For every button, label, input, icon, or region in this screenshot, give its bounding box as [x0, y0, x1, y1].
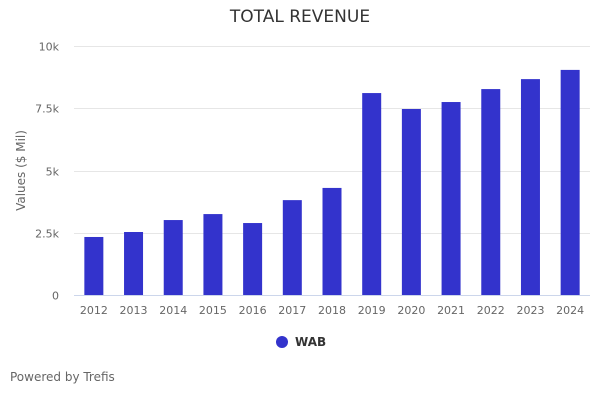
x-tick-label: 2018	[318, 304, 346, 317]
bar-2018[interactable]	[322, 187, 342, 295]
y-axis-ticks: 0 2.5k 5k 7.5k 10k	[35, 41, 59, 303]
bar-2023[interactable]	[520, 79, 540, 295]
legend[interactable]: WAB	[276, 335, 326, 349]
legend-marker-icon	[276, 336, 288, 348]
y-tick-label: 10k	[39, 41, 60, 54]
chart-title: TOTAL REVENUE	[229, 7, 371, 27]
y-tick-label: 2.5k	[35, 228, 59, 241]
bars	[84, 69, 580, 296]
bar-2021[interactable]	[441, 102, 461, 296]
bar-2012[interactable]	[84, 236, 104, 295]
x-tick-label: 2014	[159, 304, 187, 317]
y-tick-label: 0	[52, 290, 59, 303]
bar-2020[interactable]	[401, 108, 421, 295]
x-tick-label: 2012	[80, 304, 108, 317]
bar-2014[interactable]	[163, 220, 183, 295]
y-tick-label: 5k	[46, 166, 60, 179]
bar-2015[interactable]	[203, 214, 223, 295]
x-tick-label: 2015	[199, 304, 227, 317]
powered-by-credit: Powered by Trefis	[10, 370, 115, 384]
x-tick-label: 2022	[477, 304, 505, 317]
bar-2019[interactable]	[362, 93, 382, 295]
y-axis-label: Values ($ Mil)	[14, 130, 28, 211]
x-tick-label: 2021	[437, 304, 465, 317]
y-tick-label: 7.5k	[35, 103, 59, 116]
bar-2017[interactable]	[282, 200, 302, 295]
x-tick-label: 2020	[397, 304, 425, 317]
bar-2013[interactable]	[124, 232, 144, 295]
bar-2022[interactable]	[481, 89, 501, 296]
x-tick-label: 2013	[120, 304, 148, 317]
x-tick-label: 2017	[278, 304, 306, 317]
x-tick-label: 2023	[516, 304, 544, 317]
bar-2024[interactable]	[560, 69, 580, 296]
legend-label: WAB	[295, 335, 327, 349]
x-axis-ticks: 2012 2013 2014 2015 2016 2017 2018 2019 2020 2021…	[80, 304, 584, 317]
x-tick-label: 2019	[358, 304, 386, 317]
bar-2016[interactable]	[243, 223, 263, 295]
x-tick-label: 2024	[556, 304, 584, 317]
x-tick-label: 2016	[239, 304, 267, 317]
